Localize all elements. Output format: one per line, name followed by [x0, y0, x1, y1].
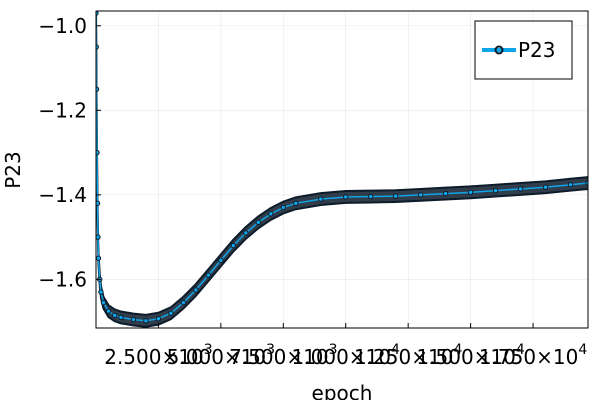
data-point	[269, 212, 273, 216]
legend-label-p23: P23	[518, 38, 556, 62]
y-tick-label: −1.4	[38, 183, 87, 207]
data-point	[219, 258, 223, 262]
data-point	[119, 315, 123, 319]
data-point	[181, 300, 185, 304]
data-point	[256, 220, 260, 224]
data-point	[393, 194, 397, 198]
legend: P23	[475, 21, 572, 79]
data-point	[568, 183, 572, 187]
data-point	[113, 313, 117, 317]
data-point	[468, 190, 472, 194]
data-point	[99, 290, 103, 294]
data-point	[144, 319, 148, 323]
data-point	[101, 300, 105, 304]
data-point	[443, 191, 447, 195]
y-tick-label: −1.6	[38, 267, 87, 291]
data-point	[131, 317, 135, 321]
data-point	[96, 256, 100, 260]
data-point	[543, 185, 547, 189]
data-point	[493, 188, 497, 192]
data-point	[319, 197, 323, 201]
x-tick-label: 1.750×104	[479, 342, 587, 369]
data-point	[344, 195, 348, 199]
data-point	[294, 201, 298, 205]
data-point	[518, 187, 522, 191]
data-point	[169, 311, 173, 315]
data-point	[369, 194, 373, 198]
data-point	[231, 243, 235, 247]
data-point	[244, 231, 248, 235]
x-axis-label: epoch	[312, 381, 373, 400]
y-tick-label: −1.0	[38, 14, 87, 38]
data-point	[206, 273, 210, 277]
data-point	[194, 288, 198, 292]
data-point	[106, 309, 110, 313]
y-axis-label: P23	[1, 151, 25, 189]
data-point	[281, 205, 285, 209]
data-point	[156, 317, 160, 321]
y-tick-label: −1.2	[38, 98, 87, 122]
data-point	[418, 193, 422, 197]
